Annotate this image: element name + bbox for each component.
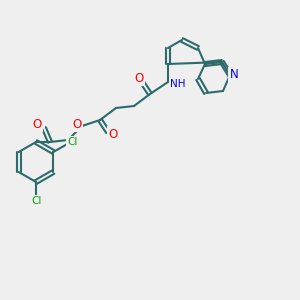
Text: O: O xyxy=(134,71,144,85)
Text: N: N xyxy=(230,68,238,82)
Text: Cl: Cl xyxy=(67,137,77,147)
Text: NH: NH xyxy=(170,79,185,89)
Text: O: O xyxy=(72,118,82,130)
Text: O: O xyxy=(108,128,118,140)
Text: O: O xyxy=(32,118,42,130)
Text: Cl: Cl xyxy=(32,196,42,206)
